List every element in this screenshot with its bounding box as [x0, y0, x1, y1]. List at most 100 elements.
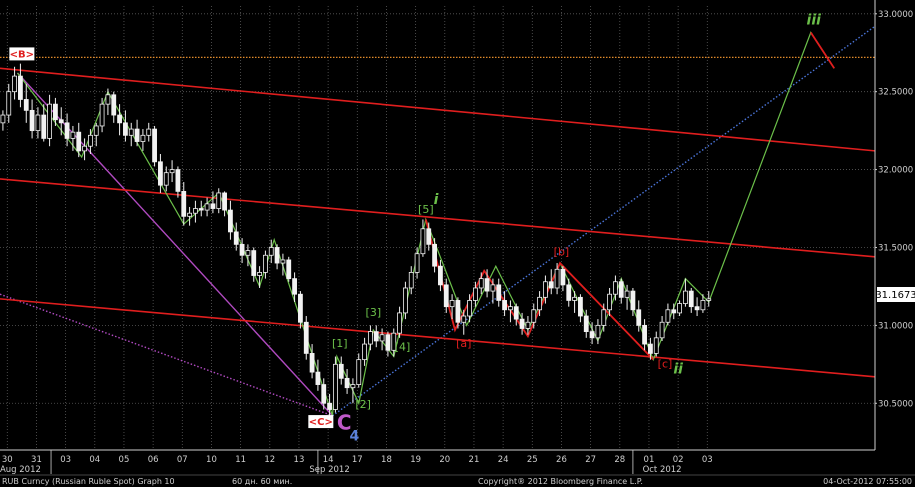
- candle-body: [548, 281, 554, 289]
- candle-body: [455, 300, 461, 323]
- candle-body: [408, 271, 414, 289]
- candle-body: [484, 278, 490, 292]
- candle-body: [251, 250, 257, 276]
- wave-label-box: [308, 415, 334, 429]
- candle-body: [572, 296, 577, 301]
- x-tick-label: 12: [264, 455, 275, 465]
- candle-body: [391, 332, 397, 351]
- candle-body: [338, 363, 344, 379]
- candle-body: [47, 103, 52, 139]
- wave-label: i: [434, 192, 439, 208]
- candle-body: [333, 363, 338, 410]
- candles-layer: [0, 63, 712, 416]
- x-tick-label: 10: [206, 455, 217, 465]
- candle-body: [23, 99, 29, 111]
- candle-body: [642, 324, 647, 345]
- candle-body: [228, 209, 233, 233]
- candle-body: [653, 337, 659, 354]
- x-tick-label: 07: [177, 455, 188, 465]
- x-tick-label: 11: [235, 455, 246, 465]
- x-tick-label: 04: [89, 455, 100, 465]
- candle-body: [362, 343, 367, 361]
- candle-body: [152, 128, 157, 163]
- candle-body: [566, 284, 572, 301]
- candle-body: [35, 114, 41, 132]
- candle-body: [461, 315, 467, 323]
- candle-body: [648, 343, 653, 354]
- channel-line: [0, 67, 876, 152]
- candle-body: [93, 125, 99, 136]
- candle-body: [659, 321, 665, 339]
- candle-body: [123, 122, 128, 136]
- trend-line: [332, 25, 876, 417]
- wave-label: [5]: [418, 203, 434, 216]
- candle-body: [18, 75, 23, 100]
- candle-body: [426, 228, 432, 245]
- candle-body: [688, 290, 694, 308]
- candle-body: [537, 296, 542, 311]
- candle-body: [443, 284, 449, 308]
- candle-body: [438, 265, 443, 286]
- candle-body: [420, 228, 426, 255]
- x-tick-label: 03: [60, 455, 71, 465]
- x-tick-label: 05: [119, 455, 130, 465]
- channel-line: [0, 298, 876, 378]
- candle-body: [198, 208, 204, 211]
- x-tick-label: 13: [294, 455, 305, 465]
- candle-body: [496, 284, 502, 301]
- x-tick-label: 19: [410, 455, 421, 465]
- candle-body: [6, 91, 12, 116]
- candle-body: [379, 334, 385, 342]
- candle-body: [397, 312, 402, 334]
- candle-body: [204, 203, 210, 211]
- candle-body: [373, 331, 379, 342]
- x-tick-label: 27: [585, 455, 596, 465]
- copyright-label: Copyright® 2012 Bloomberg Finance L.P.: [478, 477, 643, 486]
- y-tick-label: 31.5000: [878, 243, 913, 253]
- timestamp-label: 04-Oct-2012 07:55:00: [823, 477, 912, 486]
- y-tick-label: 31.0000: [878, 321, 913, 331]
- candle-body: [519, 318, 525, 329]
- candle-body: [490, 284, 496, 292]
- candle-body: [636, 309, 642, 326]
- x-tick-label: 31: [31, 455, 42, 465]
- last-price-tag-bg: [877, 287, 915, 302]
- wave-label: <C>: [309, 417, 333, 428]
- last-price-label: 31.1673: [875, 290, 915, 301]
- x-tick-label: 17: [352, 455, 363, 465]
- candle-body: [175, 169, 181, 192]
- candle-body: [344, 377, 350, 389]
- x-tick-label: 25: [527, 455, 538, 465]
- candle-body: [216, 192, 222, 209]
- wave-label: [1]: [332, 337, 348, 350]
- channel-line: [0, 178, 876, 258]
- x-tick-label: 01: [644, 455, 655, 465]
- candle-body: [163, 172, 169, 186]
- candle-body: [268, 247, 274, 256]
- x-tick-label: 20: [439, 455, 450, 465]
- candle-body: [531, 309, 537, 323]
- wave-label: <B>: [10, 49, 34, 60]
- y-tick-label: 33.0000: [878, 10, 913, 20]
- candle-body: [233, 231, 239, 245]
- candle-body: [502, 300, 507, 311]
- candle-body: [263, 254, 268, 273]
- candle-body: [128, 128, 134, 136]
- candle-body: [508, 306, 513, 311]
- candle-body: [478, 278, 484, 289]
- candle-body: [368, 331, 373, 345]
- footer: RUB Curncy (Russian Ruble Spot) Graph 10…: [2, 477, 912, 486]
- candle-body: [58, 119, 64, 124]
- candle-body: [315, 371, 321, 385]
- candle-body: [683, 290, 688, 304]
- candle-body: [677, 303, 682, 314]
- candle-body: [414, 253, 420, 273]
- candle-body: [327, 402, 332, 410]
- x-tick-label: 21: [469, 455, 480, 465]
- wave-label: 4: [350, 429, 360, 445]
- candle-body: [309, 353, 315, 373]
- candle-body: [513, 306, 519, 320]
- candle-body: [53, 103, 58, 121]
- candle-body: [12, 75, 17, 93]
